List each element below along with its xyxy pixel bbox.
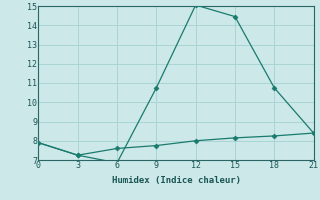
X-axis label: Humidex (Indice chaleur): Humidex (Indice chaleur) xyxy=(111,176,241,185)
